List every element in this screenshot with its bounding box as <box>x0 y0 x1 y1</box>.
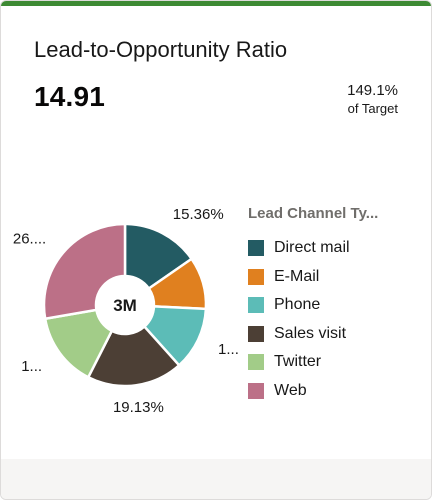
chart-legend: Lead Channel Ty... Direct mail E-Mail Phon… <box>248 205 378 405</box>
legend-label: Twitter <box>274 353 322 371</box>
pie-slice-sales-visit[interactable] <box>87 325 181 388</box>
target-indicator: 149.1% of Target <box>347 81 398 117</box>
donut-center-label: 3M <box>113 296 137 315</box>
slice-label-sales-visit: 19.13% <box>113 399 164 416</box>
legend-swatch <box>248 354 264 371</box>
card-footer <box>1 459 431 499</box>
card-title[interactable]: Lead-to-Opportunity Ratio <box>34 37 288 62</box>
donut-chart[interactable]: 15.36% 1... 19.13% 1... 26.... 3M <box>1 181 241 421</box>
target-label: of Target <box>347 101 398 116</box>
legend-item-e-mail[interactable]: E-Mail <box>248 263 378 292</box>
legend-label: Web <box>274 381 307 399</box>
legend-label: E-Mail <box>274 267 320 285</box>
legend-swatch <box>248 268 264 285</box>
legend-swatch <box>248 297 264 314</box>
legend-item-twitter[interactable]: Twitter <box>248 348 378 377</box>
legend-title: Lead Channel Ty... <box>248 205 379 222</box>
legend-swatch <box>248 382 264 399</box>
legend-label: Sales visit <box>274 324 347 342</box>
slice-label-phone: 1... <box>218 341 239 358</box>
card-accent-bar <box>1 1 431 6</box>
legend-item-web[interactable]: Web <box>248 377 378 406</box>
legend-swatch <box>248 240 264 257</box>
donut-hole <box>97 277 153 333</box>
legend-item-direct-mail[interactable]: Direct mail <box>248 234 378 263</box>
legend-swatch <box>248 325 264 342</box>
legend-item-sales-visit[interactable]: Sales visit <box>248 320 378 349</box>
target-percent: 149.1% <box>347 82 398 99</box>
legend-items: Direct mail E-Mail Phone Sales visit Twitter… <box>248 234 378 405</box>
slice-label-direct-mail: 15.36% <box>173 206 224 223</box>
metric-value: 14.91 <box>34 81 106 112</box>
slice-label-web: 26.... <box>13 231 46 248</box>
pie-slice-web[interactable] <box>42 222 127 320</box>
legend-label: Direct mail <box>274 239 350 257</box>
slice-label-twitter: 1... <box>21 358 42 375</box>
legend-item-phone[interactable]: Phone <box>248 291 378 320</box>
legend-label: Phone <box>274 296 321 314</box>
